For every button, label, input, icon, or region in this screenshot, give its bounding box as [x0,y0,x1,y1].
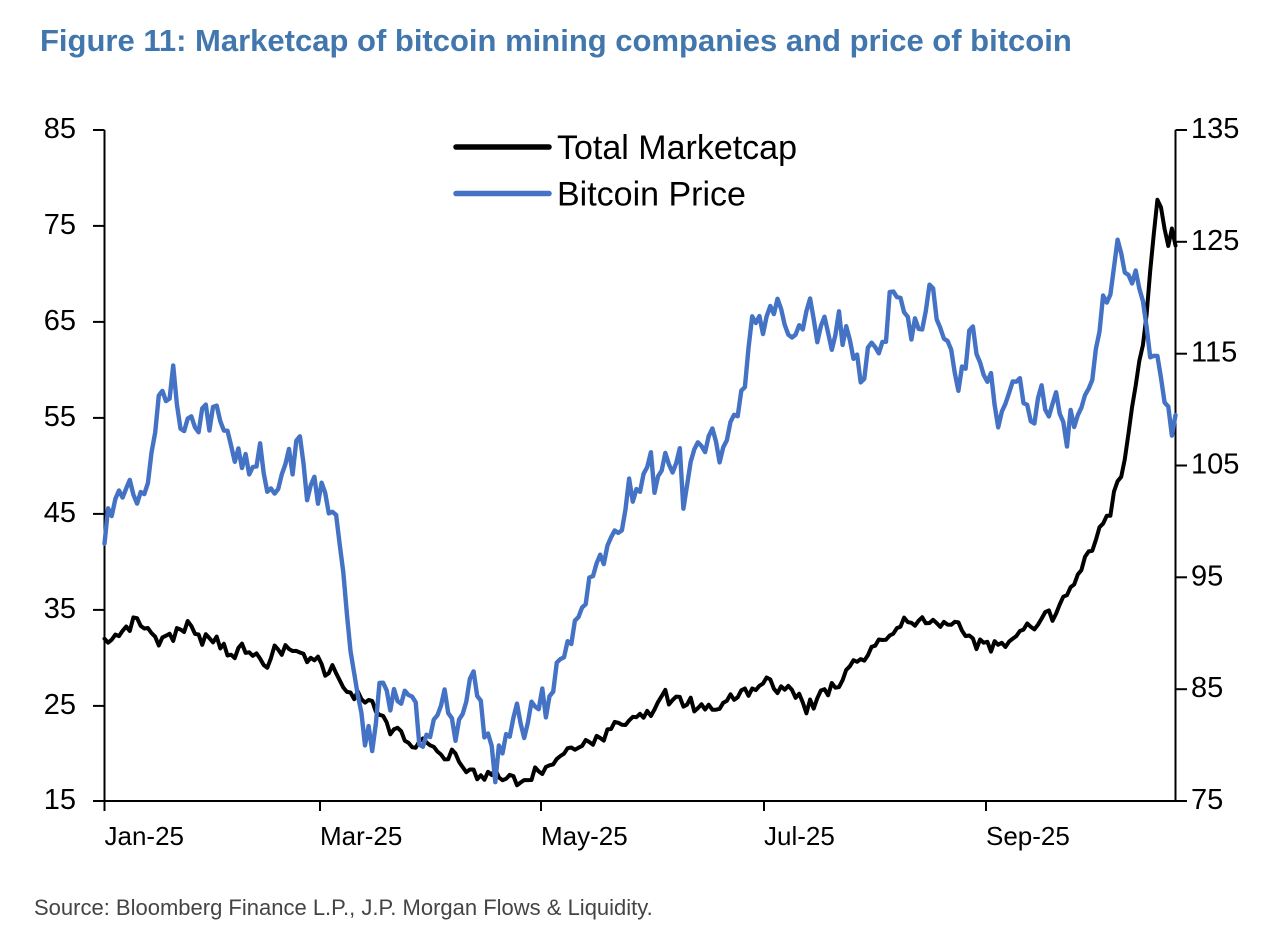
svg-text:65: 65 [44,305,76,337]
svg-text:75: 75 [1191,784,1223,816]
svg-text:85: 85 [44,113,76,145]
svg-text:Total Marketcap: Total Marketcap [557,129,797,167]
svg-text:Jan-25: Jan-25 [105,821,185,851]
svg-text:125: 125 [1191,225,1239,257]
svg-text:55: 55 [44,401,76,433]
svg-text:115: 115 [1191,337,1237,369]
svg-text:25: 25 [44,689,76,721]
svg-text:105: 105 [1191,449,1239,481]
svg-text:15: 15 [44,784,76,816]
svg-text:35: 35 [44,593,76,625]
svg-text:95: 95 [1191,560,1223,592]
svg-text:May-25: May-25 [541,821,628,851]
svg-text:Sep-25: Sep-25 [986,821,1070,851]
svg-text:Bitcoin Price: Bitcoin Price [557,176,746,214]
svg-text:75: 75 [44,209,76,241]
svg-text:135: 135 [1191,113,1239,145]
svg-text:45: 45 [44,497,76,529]
svg-text:Mar-25: Mar-25 [320,821,402,851]
svg-text:Jul-25: Jul-25 [764,821,835,851]
svg-text:85: 85 [1191,672,1223,704]
